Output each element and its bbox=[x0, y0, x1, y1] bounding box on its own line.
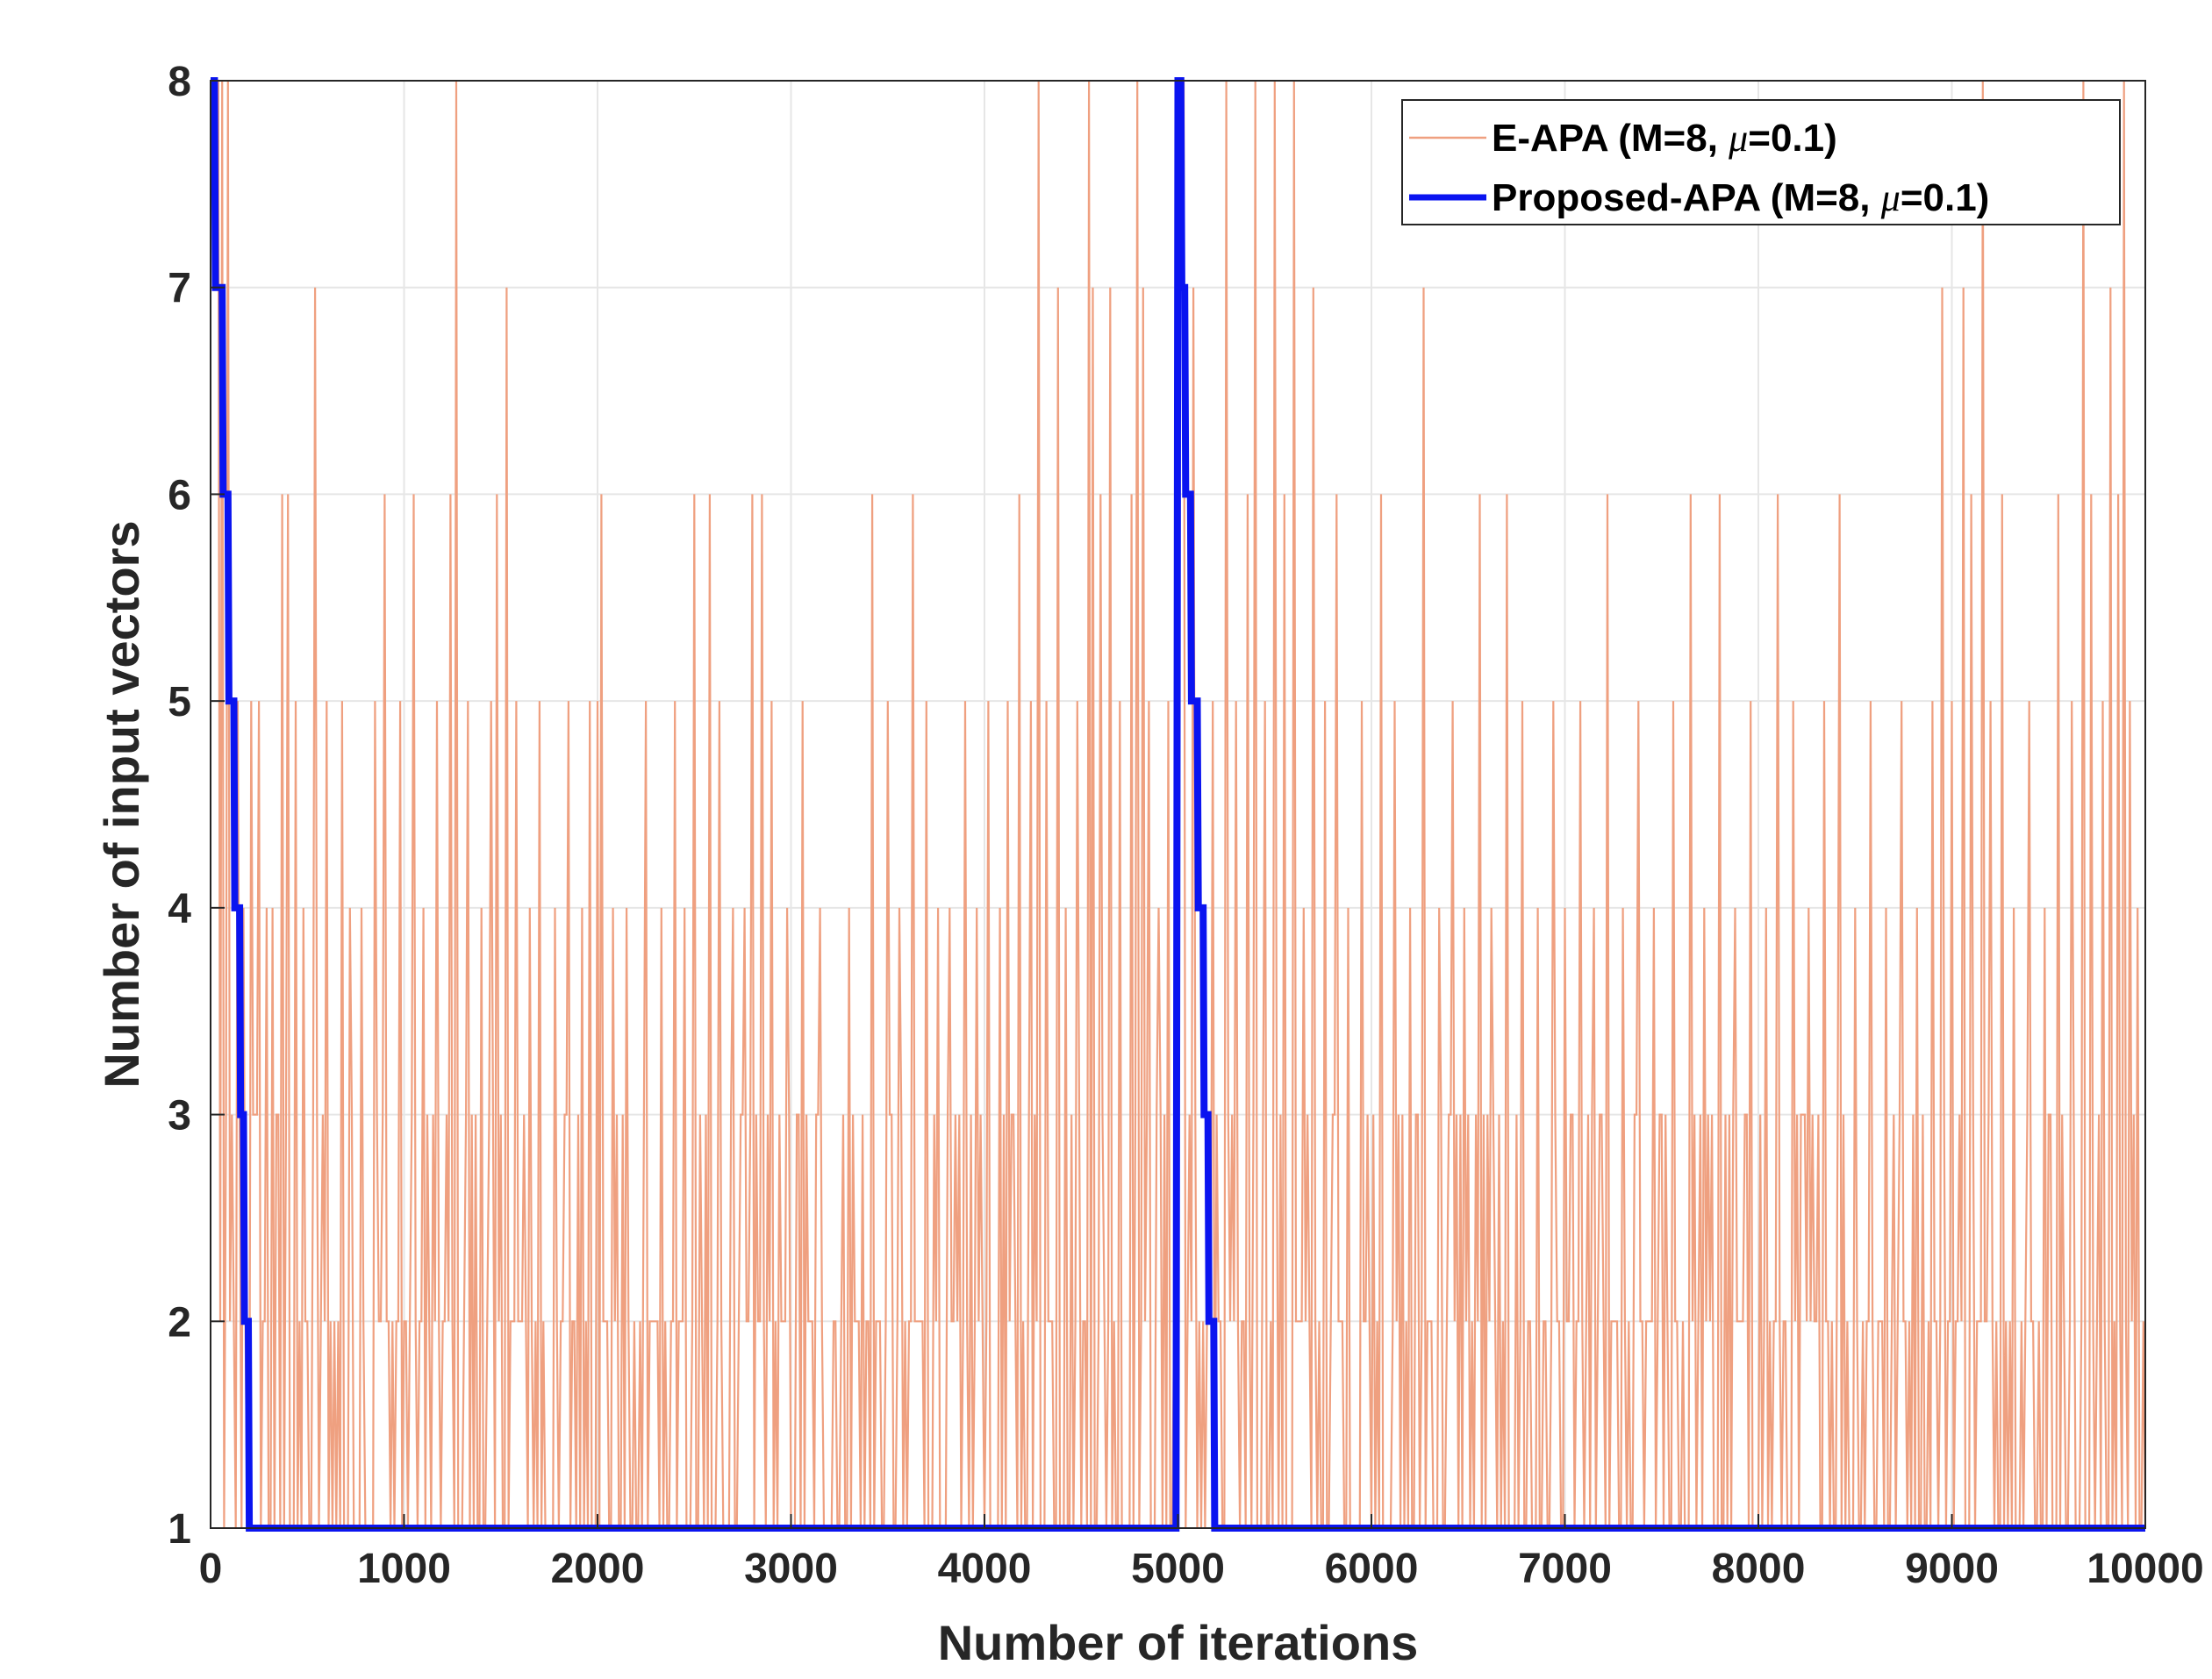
legend-proposed-suffix: =0.1) bbox=[1901, 176, 1990, 219]
y-tick-label: 1 bbox=[168, 1506, 191, 1553]
legend-proposed-mu: μ bbox=[1880, 176, 1901, 219]
x-axis-ticks: 0 1000 2000 3000 4000 5000 6000 7000 8000 9000 100… bbox=[199, 1514, 2204, 1592]
x-tick-label: 10000 bbox=[2087, 1546, 2203, 1592]
y-tick-label: 5 bbox=[168, 679, 191, 725]
y-tick-label: 6 bbox=[168, 472, 191, 518]
legend-eapa-prefix: E-APA (M=8, bbox=[1492, 117, 1729, 160]
x-tick-label: 0 bbox=[199, 1546, 223, 1592]
y-tick-label: 4 bbox=[168, 886, 191, 932]
x-tick-label: 1000 bbox=[357, 1546, 451, 1592]
x-tick-label: 7000 bbox=[1518, 1546, 1612, 1592]
y-tick-label: 3 bbox=[168, 1093, 191, 1140]
legend-entry-proposed: Proposed-APA (M=8, μ=0.1) bbox=[1492, 176, 1989, 219]
y-axis-ticks: 1 2 3 4 5 6 7 8 bbox=[168, 59, 225, 1553]
legend-proposed-prefix: Proposed-APA (M=8, bbox=[1492, 176, 1881, 219]
x-tick-label: 2000 bbox=[551, 1546, 645, 1592]
x-tick-label: 4000 bbox=[938, 1546, 1032, 1592]
y-axis-label: Number of input vectors bbox=[94, 520, 149, 1088]
legend-entry-eapa: E-APA (M=8, μ=0.1) bbox=[1492, 117, 1837, 160]
legend: E-APA (M=8, μ=0.1) Proposed-APA (M=8, μ=… bbox=[1401, 99, 2121, 225]
legend-eapa-suffix: =0.1) bbox=[1748, 117, 1837, 160]
y-tick-label: 7 bbox=[168, 266, 191, 312]
legend-eapa-mu: μ bbox=[1728, 117, 1748, 160]
x-tick-label: 8000 bbox=[1712, 1546, 1806, 1592]
y-tick-label: 8 bbox=[168, 59, 191, 105]
x-tick-label: 6000 bbox=[1325, 1546, 1419, 1592]
x-tick-label: 3000 bbox=[744, 1546, 838, 1592]
x-tick-label: 9000 bbox=[1905, 1546, 1999, 1592]
legend-box bbox=[1401, 99, 2121, 225]
proposed-apa-line bbox=[211, 77, 2145, 1532]
series-proposed-apa bbox=[211, 77, 2145, 1532]
x-tick-label: 5000 bbox=[1131, 1546, 1225, 1592]
x-axis-label: Number of iterations bbox=[938, 1615, 1419, 1670]
y-tick-label: 2 bbox=[168, 1299, 191, 1346]
